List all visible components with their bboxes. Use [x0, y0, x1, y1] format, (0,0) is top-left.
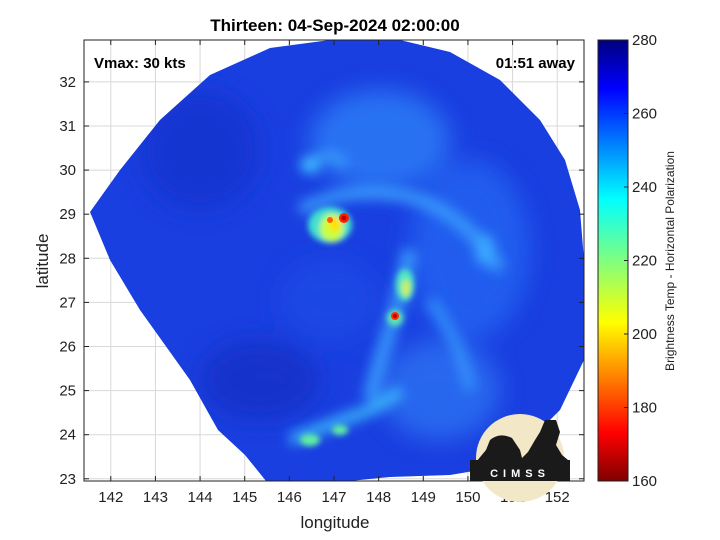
colorbar-label: Brightness Temp - Horizontal Polarizatio… [663, 151, 677, 371]
y-tick-label: 31 [59, 118, 76, 135]
x-tick-label: 142 [98, 489, 123, 506]
colorbar-ticks: 160 180 200 220 240 260 280 [624, 32, 657, 490]
y-axis-ticks: 23 24 25 26 27 28 29 30 31 32 [59, 74, 584, 488]
cold-core [327, 213, 349, 223]
colorbar-tick-label: 240 [632, 179, 657, 196]
time-away-annotation: 01:51 away [496, 55, 576, 72]
colorbar [597, 39, 629, 482]
x-tick-label: 144 [188, 489, 213, 506]
x-tick-label: 152 [545, 489, 570, 506]
y-tick-label: 24 [59, 427, 76, 444]
x-tick-label: 150 [455, 489, 480, 506]
x-tick-label: 147 [321, 489, 346, 506]
y-tick-label: 25 [59, 383, 76, 400]
y-axis-label: latitude [33, 234, 52, 289]
x-tick-label: 145 [232, 489, 257, 506]
x-axis-ticks: 142143144145146147148149150151152 [98, 40, 570, 506]
cold-cell [391, 312, 399, 320]
x-tick-label: 143 [143, 489, 168, 506]
y-tick-label: 27 [59, 294, 76, 311]
y-tick-label: 32 [59, 74, 76, 91]
x-tick-label: 148 [366, 489, 391, 506]
y-tick-label: 26 [59, 338, 76, 355]
x-tick-label: 146 [277, 489, 302, 506]
colorbar-tick-label: 200 [632, 326, 657, 343]
x-tick-label: 149 [411, 489, 436, 506]
colorbar-tick-label: 220 [632, 253, 657, 270]
colorbar-tick-label: 180 [632, 400, 657, 417]
vmax-annotation: Vmax: 30 kts [94, 55, 186, 72]
y-tick-label: 30 [59, 162, 76, 179]
y-tick-label: 23 [59, 471, 76, 488]
cimss-logo: CIMSS [470, 414, 570, 502]
y-tick-label: 28 [59, 250, 76, 267]
y-tick-label: 29 [59, 206, 76, 223]
logo-text: CIMSS [490, 468, 550, 480]
x-axis-label: longitude [300, 513, 369, 532]
colorbar-tick-label: 280 [632, 32, 657, 49]
colorbar-tick-label: 260 [632, 106, 657, 123]
chart-title: Thirteen: 04-Sep-2024 02:00:00 [210, 16, 459, 35]
colorbar-tick-label: 160 [632, 473, 657, 490]
